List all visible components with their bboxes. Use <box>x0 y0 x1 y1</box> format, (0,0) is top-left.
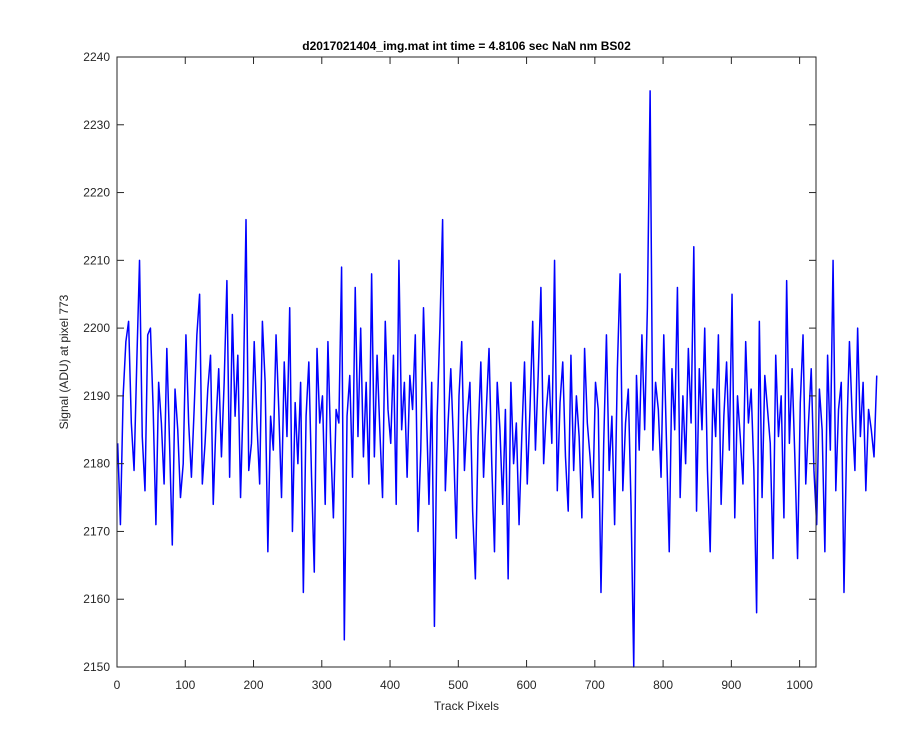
axes-box <box>116 56 817 668</box>
x-tick-label: 400 <box>380 678 400 692</box>
x-tick-label: 100 <box>175 678 195 692</box>
y-tick-label: 2240 <box>83 50 110 64</box>
series-line <box>116 90 878 668</box>
y-tick-label: 2230 <box>83 118 110 132</box>
y-tick-label: 2150 <box>83 660 110 674</box>
y-tick-label: 2200 <box>83 321 110 335</box>
y-tick-label: 2190 <box>83 389 110 403</box>
x-tick-label: 500 <box>448 678 468 692</box>
y-axis: 2150 2160 2170 2180 2190 2200 2210 2220 2230 2240 <box>83 50 816 674</box>
x-tick-label: 600 <box>517 678 537 692</box>
series-line-layer <box>116 90 878 668</box>
x-tick-label: 300 <box>312 678 332 692</box>
x-axis: 0 100 200 300 400 500 600 700 800 900 1000 <box>114 57 813 692</box>
x-tick-label: 0 <box>114 678 121 692</box>
y-tick-label: 2170 <box>83 524 110 538</box>
plot-area <box>117 57 816 667</box>
chart-title: d2017021404_img.mat int time = 4.8106 se… <box>302 39 631 53</box>
y-tick-label: 2220 <box>83 186 110 200</box>
y-axis-label: Signal (ADU) at pixel 773 <box>57 294 71 429</box>
x-tick-label: 700 <box>585 678 605 692</box>
y-tick-label: 2180 <box>83 457 110 471</box>
y-tick-label: 2160 <box>83 592 110 606</box>
x-tick-label: 800 <box>653 678 673 692</box>
x-axis-label: Track Pixels <box>434 699 499 713</box>
x-tick-label: 200 <box>244 678 264 692</box>
x-tick-label: 1000 <box>786 678 813 692</box>
y-tick-label: 2210 <box>83 253 110 267</box>
x-tick-label: 900 <box>721 678 741 692</box>
